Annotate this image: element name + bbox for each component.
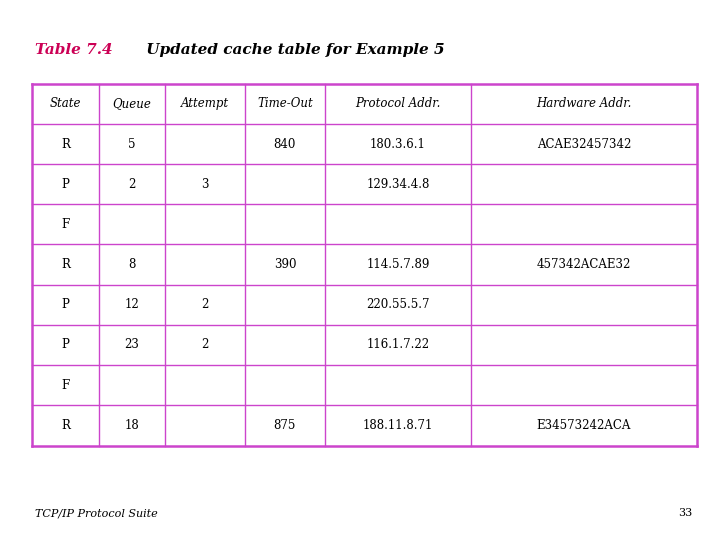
Text: R: R [61,138,70,151]
Text: P: P [62,178,70,191]
Text: 116.1.7.22: 116.1.7.22 [366,339,429,352]
Text: E34573242ACA: E34573242ACA [537,419,631,432]
Text: 2: 2 [202,339,209,352]
Text: State: State [50,97,81,110]
Text: 875: 875 [274,419,296,432]
Text: 5: 5 [128,138,136,151]
Text: Updated cache table for Example 5: Updated cache table for Example 5 [141,43,445,57]
Text: 180.3.6.1: 180.3.6.1 [370,138,426,151]
Text: P: P [62,298,70,311]
Text: F: F [61,379,70,392]
Text: 114.5.7.89: 114.5.7.89 [366,258,430,271]
Text: 220.55.5.7: 220.55.5.7 [366,298,430,311]
Text: Queue: Queue [112,97,151,110]
Text: 12: 12 [125,298,140,311]
Text: 840: 840 [274,138,296,151]
Text: 3: 3 [202,178,209,191]
Text: 2: 2 [202,298,209,311]
Text: P: P [62,339,70,352]
Text: ACAE32457342: ACAE32457342 [537,138,631,151]
Text: 129.34.4.8: 129.34.4.8 [366,178,430,191]
Text: Table 7.4: Table 7.4 [35,43,112,57]
Text: 8: 8 [128,258,136,271]
Text: Hardware Addr.: Hardware Addr. [536,97,631,110]
Text: 457342ACAE32: 457342ACAE32 [537,258,631,271]
Text: 2: 2 [128,178,136,191]
Text: R: R [61,419,70,432]
Text: 390: 390 [274,258,296,271]
Text: Protocol Addr.: Protocol Addr. [355,97,441,110]
Text: TCP/IP Protocol Suite: TCP/IP Protocol Suite [35,508,157,518]
Text: Time-Out: Time-Out [257,97,312,110]
Text: 33: 33 [678,508,693,518]
Text: R: R [61,258,70,271]
Text: Attempt: Attempt [181,97,229,110]
Text: 23: 23 [125,339,140,352]
Text: F: F [61,218,70,231]
Text: 188.11.8.71: 188.11.8.71 [363,419,433,432]
Text: 18: 18 [125,419,140,432]
